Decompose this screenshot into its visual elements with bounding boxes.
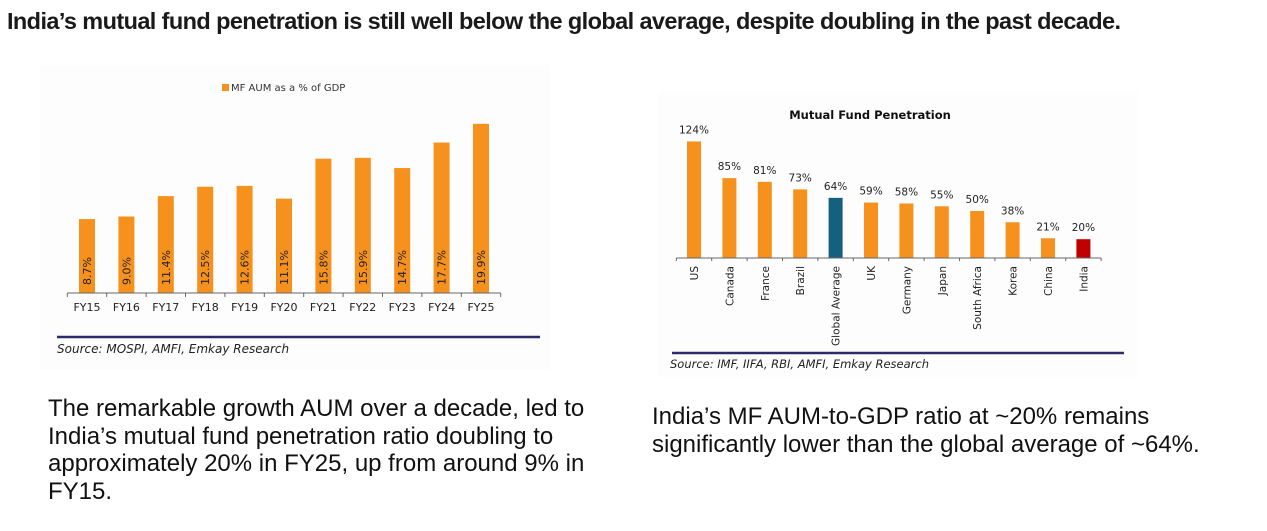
x-tick-label: China (1043, 266, 1055, 296)
x-tick-label: UK (866, 265, 878, 281)
data-label: 8.7% (81, 257, 94, 285)
chart-mf-aum-gdp-svg: MF AUM as a % of GDP 8.7% 9.0% 11.4% 12.5% 1… (57, 83, 540, 356)
bar-fy17 (157, 196, 174, 293)
data-label: 124% (679, 124, 709, 136)
bars: 8.7% 9.0% 11.4% 12.5% 12.6% 11.1% 15.8% 15.9% 14… (79, 123, 489, 293)
bar-fy21 (315, 158, 332, 293)
bars: 124% 85% 81% 73% 64% 59% 58% 55% 50% 38% 21% 20% (679, 124, 1095, 258)
x-tick-label: Canada (724, 266, 736, 306)
bar-france (757, 181, 772, 258)
x-tick-label: FY16 (113, 301, 140, 314)
data-label: 81% (753, 165, 776, 177)
data-label: 59% (859, 186, 882, 198)
x-tick-label: South Africa (972, 266, 984, 330)
x-tick-label: FY21 (310, 301, 337, 314)
bar-canada (722, 178, 737, 258)
bar-uk (864, 202, 878, 258)
x-tick-label: FY25 (467, 301, 494, 314)
legend-label: MF AUM as a % of GDP (231, 83, 345, 94)
bar-korea (1005, 222, 1020, 258)
x-tick-label: FY24 (428, 301, 455, 314)
x-tick-label: India (1078, 266, 1090, 292)
bar-global-average (828, 197, 843, 258)
data-label: 11.1% (278, 250, 291, 285)
data-label: 58% (895, 186, 918, 198)
bar-us (687, 141, 701, 258)
bar-china (1041, 238, 1055, 258)
legend-swatch (222, 84, 229, 91)
bar-fy19 (236, 185, 253, 293)
data-label: 20% (1072, 222, 1095, 234)
data-label: 55% (930, 189, 953, 201)
data-label: 15.8% (317, 250, 330, 285)
bar-india (1076, 239, 1091, 258)
bar-brazil (793, 189, 808, 258)
bar-fy25 (473, 123, 489, 293)
bar-fy16 (118, 216, 135, 293)
data-label: 12.5% (199, 250, 212, 285)
caption-right: India’s MF AUM-to-GDP ratio at ~20% rema… (652, 403, 1200, 458)
x-tick-label: FY15 (73, 301, 100, 314)
x-tick-label: FY23 (389, 301, 416, 314)
x-tick-label: France (760, 266, 772, 301)
bar-fy20 (276, 198, 292, 293)
data-label: 73% (789, 172, 812, 184)
data-label: 15.9% (357, 250, 370, 285)
chart-mf-penetration: Mutual Fund Penetration 124% 85% 81% 73% 64%… (658, 92, 1138, 377)
data-label: 64% (824, 181, 847, 193)
bar-fy18 (197, 186, 214, 293)
bar-japan (934, 206, 949, 258)
legend: MF AUM as a % of GDP (222, 83, 345, 94)
x-tick-label: FY19 (231, 301, 258, 314)
x-tick-label: Korea (1008, 266, 1020, 296)
chart-title: Mutual Fund Penetration (789, 108, 951, 122)
chart-mf-penetration-svg: Mutual Fund Penetration 124% 85% 81% 73% 64%… (670, 108, 1124, 371)
x-tick-label: Global Average (831, 266, 843, 346)
data-label: 19.9% (475, 250, 488, 285)
source-note: Source: IMF, IIFA, RBI, AMFI, Emkay Rese… (670, 357, 929, 371)
x-axis: FY15 FY16 FY17 FY18 FY19 FY20 FY21 FY22 FY23 FY24… (66, 292, 502, 314)
bar-germany (899, 203, 914, 258)
data-label: 21% (1036, 221, 1059, 233)
bar-fy22 (354, 157, 371, 293)
data-label: 50% (966, 194, 989, 206)
data-label: 85% (718, 161, 741, 173)
x-tick-label: Germany (901, 266, 913, 314)
data-label: 12.6% (239, 250, 252, 285)
x-tick-label: US (689, 266, 701, 281)
bar-fy23 (394, 168, 411, 293)
x-tick-label: FY17 (152, 301, 179, 314)
chart-mf-aum-gdp: MF AUM as a % of GDP 8.7% 9.0% 11.4% 12.5% 1… (40, 65, 550, 370)
x-tick-label: FY18 (192, 301, 219, 314)
source-note: Source: MOSPI, AMFI, Emkay Research (57, 342, 289, 356)
x-tick-label: Japan (937, 266, 949, 296)
x-tick-label: FY22 (349, 301, 376, 314)
data-label: 17.7% (436, 250, 449, 285)
bar-fy24 (433, 142, 450, 293)
headline: India’s mutual fund penetration is still… (7, 8, 1121, 34)
x-tick-label: Brazil (795, 266, 807, 295)
data-label: 11.4% (160, 250, 173, 285)
bar-fy15 (79, 219, 95, 293)
x-tick-label: FY20 (270, 301, 297, 314)
data-label: 9.0% (120, 257, 133, 285)
caption-left: The remarkable growth AUM over a decade,… (48, 395, 585, 505)
data-label: 14.7% (396, 250, 409, 285)
bar-south-africa (970, 211, 985, 258)
data-label: 38% (1001, 205, 1024, 217)
x-axis: US Canada France Brazil Global Average UK Germ… (675, 257, 1102, 346)
